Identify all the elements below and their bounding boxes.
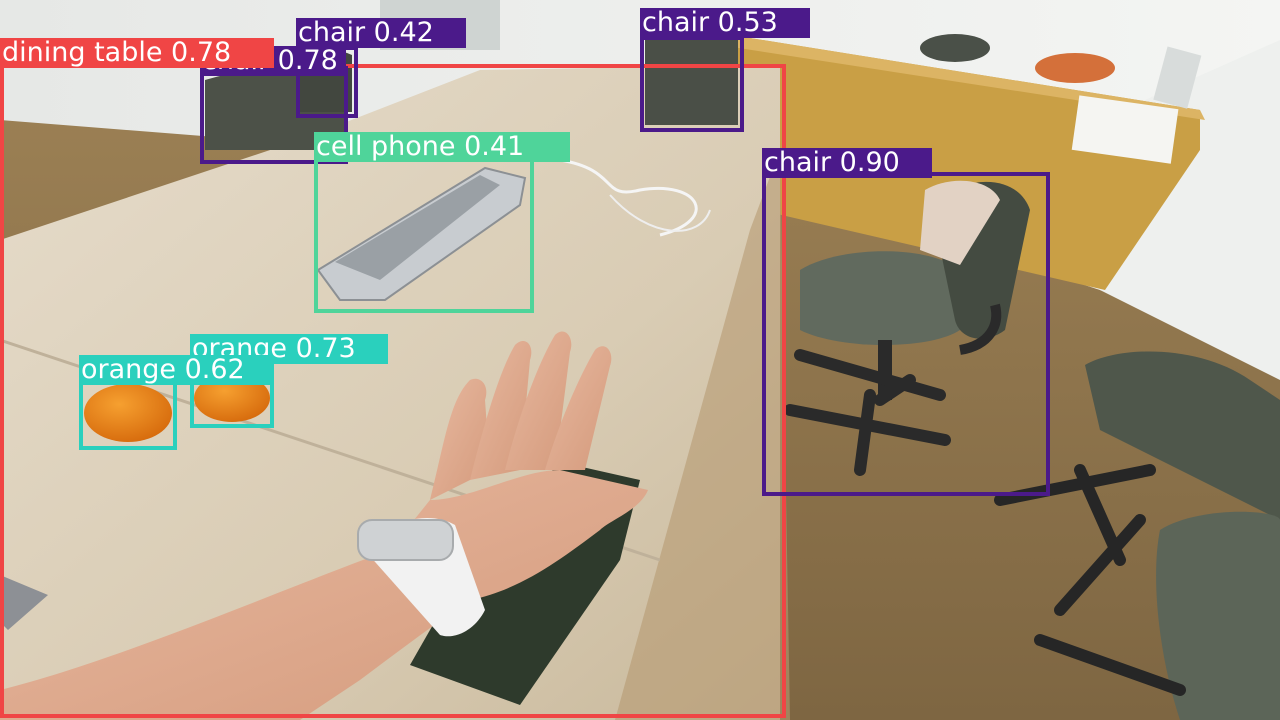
detection-label-chair: chair 0.90 xyxy=(762,148,932,178)
detection-label-orange: orange 0.62 xyxy=(79,355,271,385)
cell-phone-box xyxy=(314,156,534,313)
detection-label-dining-table: dining table 0.78 xyxy=(0,38,274,68)
detection-label-chair: chair 0.42 xyxy=(296,18,466,48)
detection-label-chair: chair 0.53 xyxy=(640,8,810,38)
chair-box xyxy=(640,36,744,132)
detection-label-cell-phone: cell phone 0.41 xyxy=(314,132,570,162)
dining-table-box xyxy=(0,64,786,718)
chair-box xyxy=(762,172,1050,496)
orange-box xyxy=(79,378,177,450)
